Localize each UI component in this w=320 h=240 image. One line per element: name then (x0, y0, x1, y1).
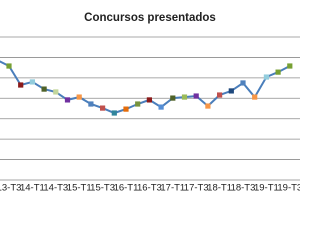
x-tick-label: 17-T1 (160, 183, 185, 194)
marker (158, 104, 164, 110)
marker (181, 94, 188, 100)
x-tick-label: 13-T3 (0, 183, 21, 194)
chart: Concursos presentados 13-T314-T114-T315-… (0, 12, 300, 194)
x-tick-label: 16-T1 (114, 183, 139, 194)
marker (88, 101, 94, 107)
marker (217, 92, 223, 98)
marker (275, 69, 281, 75)
marker (287, 63, 293, 69)
marker (111, 110, 117, 116)
marker (53, 89, 59, 95)
marker (240, 80, 246, 86)
x-tick-label: 14-T3 (43, 183, 68, 194)
marker (100, 105, 106, 111)
chart-title: Concursos presentados (84, 12, 216, 24)
marker (263, 74, 269, 80)
marker (18, 82, 24, 88)
marker (76, 94, 82, 100)
marker (6, 63, 12, 69)
marker (252, 94, 258, 100)
x-tick-label: 15-T3 (90, 183, 115, 194)
x-tick-label: 14-T1 (20, 183, 45, 194)
marker (205, 103, 211, 109)
marker (64, 97, 71, 103)
x-tick-label: 19-T3 (277, 183, 300, 194)
marker (228, 88, 234, 94)
marker (193, 93, 199, 99)
x-tick-label: 18-T1 (207, 183, 232, 194)
marker (146, 97, 152, 103)
marker (135, 101, 141, 107)
marker (170, 95, 176, 101)
marker (41, 86, 47, 92)
x-tick-label: 16-T3 (137, 183, 162, 194)
x-tick-label: 19-T1 (254, 183, 279, 194)
marker (123, 106, 129, 112)
x-tick-label: 17-T3 (184, 183, 209, 194)
x-tick-label: 18-T3 (231, 183, 256, 194)
marker (29, 79, 35, 85)
x-tick-label: 15-T1 (67, 183, 92, 194)
